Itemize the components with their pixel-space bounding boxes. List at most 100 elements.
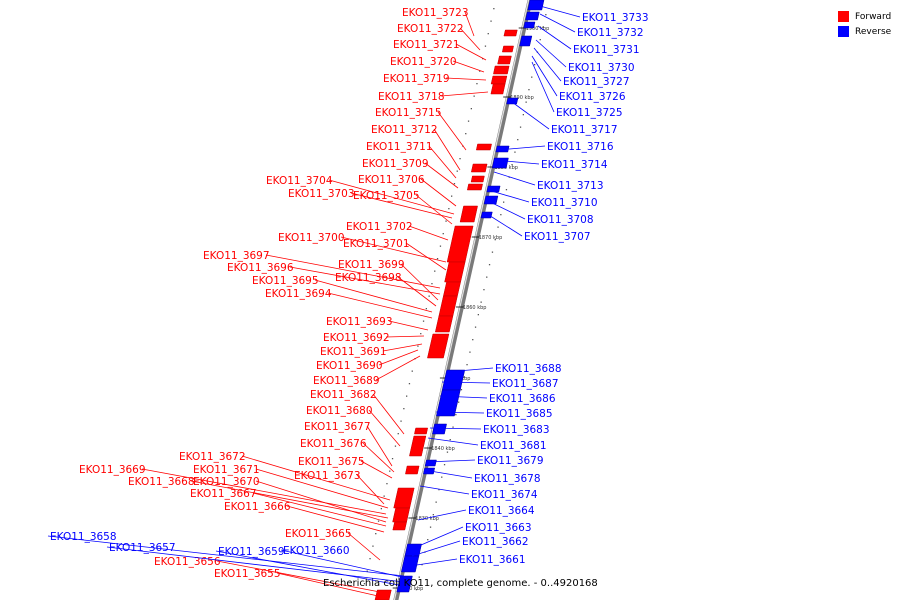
scale-dot-left — [425, 308, 427, 310]
scale-dot-right — [545, 14, 547, 16]
scale-dot-left — [434, 270, 436, 272]
forward-gene-label: EKO11_3680 — [306, 405, 373, 417]
scale-dot-right — [539, 39, 541, 41]
reverse-gene — [396, 575, 413, 593]
reverse-gene — [495, 145, 510, 153]
reverse-gene-label: EKO11_3663 — [465, 522, 532, 534]
scale-dot-right — [446, 451, 449, 453]
forward-gene — [438, 295, 458, 317]
reverse-leader-line — [497, 145, 546, 151]
reverse-leader-line — [47, 535, 405, 577]
scale-dot-left — [380, 508, 382, 510]
forward-leader-line — [440, 91, 489, 97]
scale-dot-right — [441, 476, 443, 478]
scale-dot-left — [366, 570, 368, 572]
forward-leader-line — [452, 60, 485, 73]
reverse-leader-line — [411, 540, 461, 557]
forward-leader-line — [433, 128, 461, 171]
legend-reverse: Reverse — [838, 24, 891, 39]
forward-gene-label: EKO11_3720 — [390, 56, 457, 68]
forward-gene-label: EKO11_3671 — [193, 464, 260, 476]
forward-leader-line — [368, 409, 401, 447]
scale-dot-left — [436, 258, 439, 260]
scale-dot-right — [432, 514, 434, 516]
scale-dot-right — [522, 114, 524, 116]
forward-leader-line — [445, 77, 487, 81]
scale-dot-right — [519, 126, 522, 128]
forward-leader-line — [437, 111, 467, 151]
reverse-gene-label: EKO11_3710 — [531, 197, 598, 209]
scale-dot-right — [531, 76, 533, 78]
reverse-leader-line — [439, 395, 488, 399]
forward-leader-line — [400, 263, 439, 301]
scale-dot-left — [445, 220, 447, 222]
scale-dot-right — [542, 26, 544, 28]
forward-leader-line — [378, 349, 419, 366]
forward-gene-label: EKO11_3712 — [371, 124, 438, 136]
scale-dot-right — [472, 339, 474, 341]
scale-dot-right — [534, 64, 536, 66]
scale-dot-left — [369, 558, 371, 560]
forward-gene-label: EKO11_3693 — [326, 316, 393, 328]
reverse-leader-line — [441, 381, 491, 384]
scale-dot-left — [467, 120, 470, 122]
reverse-leader-line — [409, 558, 458, 567]
scale-dot-right — [497, 226, 499, 228]
forward-gene-label: EKO11_3673 — [294, 470, 361, 482]
reverse-gene — [506, 97, 519, 105]
reverse-gene-label: EKO11_3658 — [50, 531, 117, 543]
reverse-leader-line — [493, 159, 540, 165]
forward-gene — [392, 521, 407, 531]
forward-gene-label: EKO11_3690 — [316, 360, 383, 372]
reverse-gene-label: EKO11_3717 — [551, 124, 618, 136]
forward-gene-label: EKO11_3689 — [313, 375, 380, 387]
reverse-leader-line — [417, 509, 467, 521]
reverse-leader-line — [429, 427, 482, 430]
scale-dot-left — [400, 420, 402, 422]
scale-dot-right — [458, 401, 460, 403]
scale-dot-left — [417, 345, 419, 347]
forward-gene — [501, 45, 514, 53]
forward-leader-line — [265, 254, 441, 289]
forward-gene — [470, 163, 488, 173]
legend-forward-swatch — [838, 11, 849, 22]
scale-dot-left — [406, 395, 408, 397]
scale-dot-left — [397, 433, 399, 435]
scale-dot-left — [372, 545, 374, 547]
scale-dot-left — [459, 158, 461, 160]
forward-gene-label: EKO11_3705 — [353, 190, 420, 202]
reverse-leader-line — [535, 39, 567, 68]
scale-dot-right — [511, 164, 513, 166]
forward-leader-line — [459, 27, 481, 51]
forward-leader-line — [286, 505, 385, 533]
forward-gene-label: EKO11_3701 — [343, 238, 410, 250]
forward-gene-label: EKO11_3722 — [397, 23, 464, 35]
reverse-gene — [424, 459, 437, 467]
forward-leader-line — [366, 425, 393, 467]
scale-dot-right — [460, 389, 463, 391]
scale-dot-right — [477, 314, 479, 316]
reverse-gene-label: EKO11_3708 — [527, 214, 594, 226]
reverse-gene-label: EKO11_3727 — [563, 76, 630, 88]
forward-gene — [470, 175, 485, 183]
forward-gene-label: EKO11_3676 — [300, 438, 367, 450]
scale-dot-left — [408, 383, 411, 385]
reverse-leader-line — [445, 367, 494, 373]
reverse-gene-label: EKO11_3725 — [556, 107, 623, 119]
scale-dot-left — [403, 408, 405, 410]
scale-dot-left — [411, 370, 413, 372]
forward-leader-line — [276, 572, 379, 597]
scale-dot-right — [488, 264, 491, 266]
forward-leader-line — [141, 468, 387, 515]
forward-gene-label: EKO11_3694 — [265, 288, 332, 300]
forward-gene — [434, 315, 454, 333]
reverse-gene-label: EKO11_3733 — [582, 12, 649, 24]
reverse-gene-label: EKO11_3688 — [495, 363, 562, 375]
forward-gene — [446, 225, 474, 263]
reverse-gene-label: EKO11_3664 — [468, 505, 535, 517]
forward-gene-label: EKO11_3682 — [310, 389, 377, 401]
scale-dot-right — [463, 376, 465, 378]
forward-gene-label: EKO11_3691 — [320, 346, 387, 358]
axis-tick-label: 1870 kbp — [479, 235, 503, 241]
